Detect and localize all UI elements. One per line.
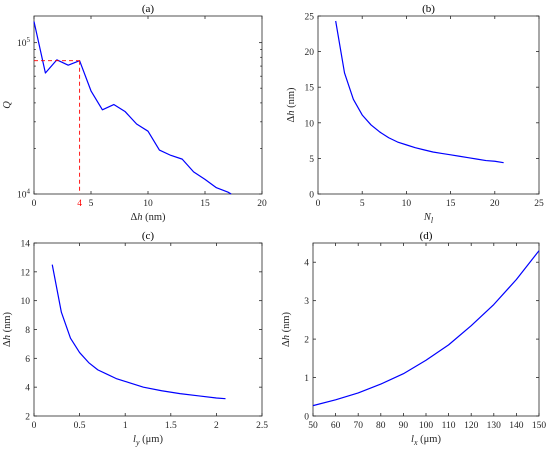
panel-d-ytick-label: 0 xyxy=(304,413,309,423)
panel-a-axes-frame xyxy=(33,15,263,195)
panel-d: 50 60 70 80 90 100 110 120 130 140 150 0 1 2 3 4 (d) lx (… xyxy=(281,230,546,447)
panel-b-ylabel: Δh (nm) xyxy=(286,87,297,123)
panel-a-xtick-label: 10 xyxy=(143,199,153,209)
panel-b-axes-frame xyxy=(317,15,540,195)
panel-b-ytick-label: 5 xyxy=(309,155,314,165)
panel-b-ytick-label: 15 xyxy=(305,84,315,94)
panel-d-xtick-label: 90 xyxy=(399,421,409,431)
panel-b-ytick-label: 10 xyxy=(305,119,315,129)
panel-b-xtick-label: 5 xyxy=(360,199,365,209)
panel-d-xtick-label: 120 xyxy=(464,421,479,431)
panel-b-xtick-label: 0 xyxy=(316,199,321,209)
panel-c-ytick-label: 12 xyxy=(21,268,31,278)
panel-d-xtick-label: 110 xyxy=(442,421,456,431)
panel-c-xtick-label: 2.5 xyxy=(256,421,268,431)
panel-b-ytick-label: 20 xyxy=(305,48,315,58)
panel-b-ytick-label: 0 xyxy=(309,191,314,201)
panel-a: 0 5 10 15 20 104 105 (a) Δh (nm) Q 4 xyxy=(2,3,267,223)
panel-d-xtick-label: 130 xyxy=(487,421,502,431)
panel-a-annotation-label: 4 xyxy=(77,199,82,209)
panel-c-ylabel: Δh (nm) xyxy=(2,311,13,347)
panel-a-ytick-label: 105 xyxy=(17,36,31,49)
panel-c-xtick-label: 0.5 xyxy=(74,421,86,431)
panel-d-xtick-label: 140 xyxy=(509,421,524,431)
panel-c: 0 0.5 1 1.5 2 2.5 2 4 6 8 10 12 14 (c) ly (μm) Δh (nm) xyxy=(2,230,268,447)
panel-a-series-line xyxy=(33,21,232,195)
panel-c-xtick-label: 2 xyxy=(214,421,219,431)
panel-d-series-line xyxy=(312,250,540,407)
panel-d-xtick-label: 60 xyxy=(331,421,341,431)
panel-a-ytick-label: 104 xyxy=(17,188,31,201)
panel-a-annotation-label-bg xyxy=(75,197,84,208)
panel-d-xtick-label: 80 xyxy=(376,421,386,431)
panel-a-xtick-label: 0 xyxy=(32,199,37,209)
panel-b: 0 5 10 15 20 25 0 5 10 15 20 25 (b) Nl Δh (nm) xyxy=(286,3,544,225)
panel-b-xlabel: Nl xyxy=(423,212,434,225)
panel-c-xtick-label: 0 xyxy=(32,421,37,431)
panel-d-ytick-label: 3 xyxy=(304,297,309,307)
panel-a-ylabel: Q xyxy=(2,101,13,109)
panel-c-xlabel: ly (μm) xyxy=(133,434,163,447)
panel-b-xtick-label: 10 xyxy=(402,199,412,209)
panel-d-xtick-label: 150 xyxy=(532,421,547,431)
panel-b-xtick-label: 15 xyxy=(446,199,456,209)
panel-d-ytick-label: 4 xyxy=(304,259,309,269)
panel-a-xtick-label: 5 xyxy=(89,199,94,209)
panel-c-series-line xyxy=(51,264,226,400)
panel-d-xtick-label: 50 xyxy=(308,421,318,431)
panel-c-axes-frame xyxy=(33,242,263,417)
panel-a-xlabel: Δh (nm) xyxy=(130,212,166,223)
panel-d-title: (d) xyxy=(420,230,433,242)
panel-d-ytick-label: 2 xyxy=(304,336,309,346)
panel-b-series-line xyxy=(335,20,504,164)
panel-c-ytick-label: 10 xyxy=(21,297,31,307)
panel-a-xtick-label: 15 xyxy=(200,199,210,209)
panel-c-ytick-label: 8 xyxy=(25,326,30,336)
panel-a-title: (a) xyxy=(142,3,155,15)
panel-d-xtick-label: 100 xyxy=(419,421,434,431)
panel-b-title: (b) xyxy=(422,3,435,15)
panel-d-xlabel: lx (μm) xyxy=(411,434,441,447)
panel-c-title: (c) xyxy=(142,230,155,242)
panel-b-ytick-label: 25 xyxy=(305,13,315,23)
panel-c-xtick-label: 1.5 xyxy=(165,421,177,431)
panel-b-xtick-label: 25 xyxy=(534,199,544,209)
panel-d-axes-frame xyxy=(312,242,540,417)
panel-c-ytick-label: 2 xyxy=(25,413,30,423)
panel-a-xtick-label: 20 xyxy=(257,199,267,209)
panel-d-ytick-label: 1 xyxy=(304,374,309,384)
panel-d-xtick-label: 70 xyxy=(353,421,363,431)
panel-d-ylabel: Δh (nm) xyxy=(281,311,292,347)
panel-b-xtick-label: 20 xyxy=(490,199,500,209)
panel-c-xtick-label: 1 xyxy=(123,421,128,431)
panel-c-ytick-label: 6 xyxy=(25,355,30,365)
panel-c-ytick-label: 4 xyxy=(25,384,30,394)
panel-c-ytick-label: 14 xyxy=(21,240,31,250)
